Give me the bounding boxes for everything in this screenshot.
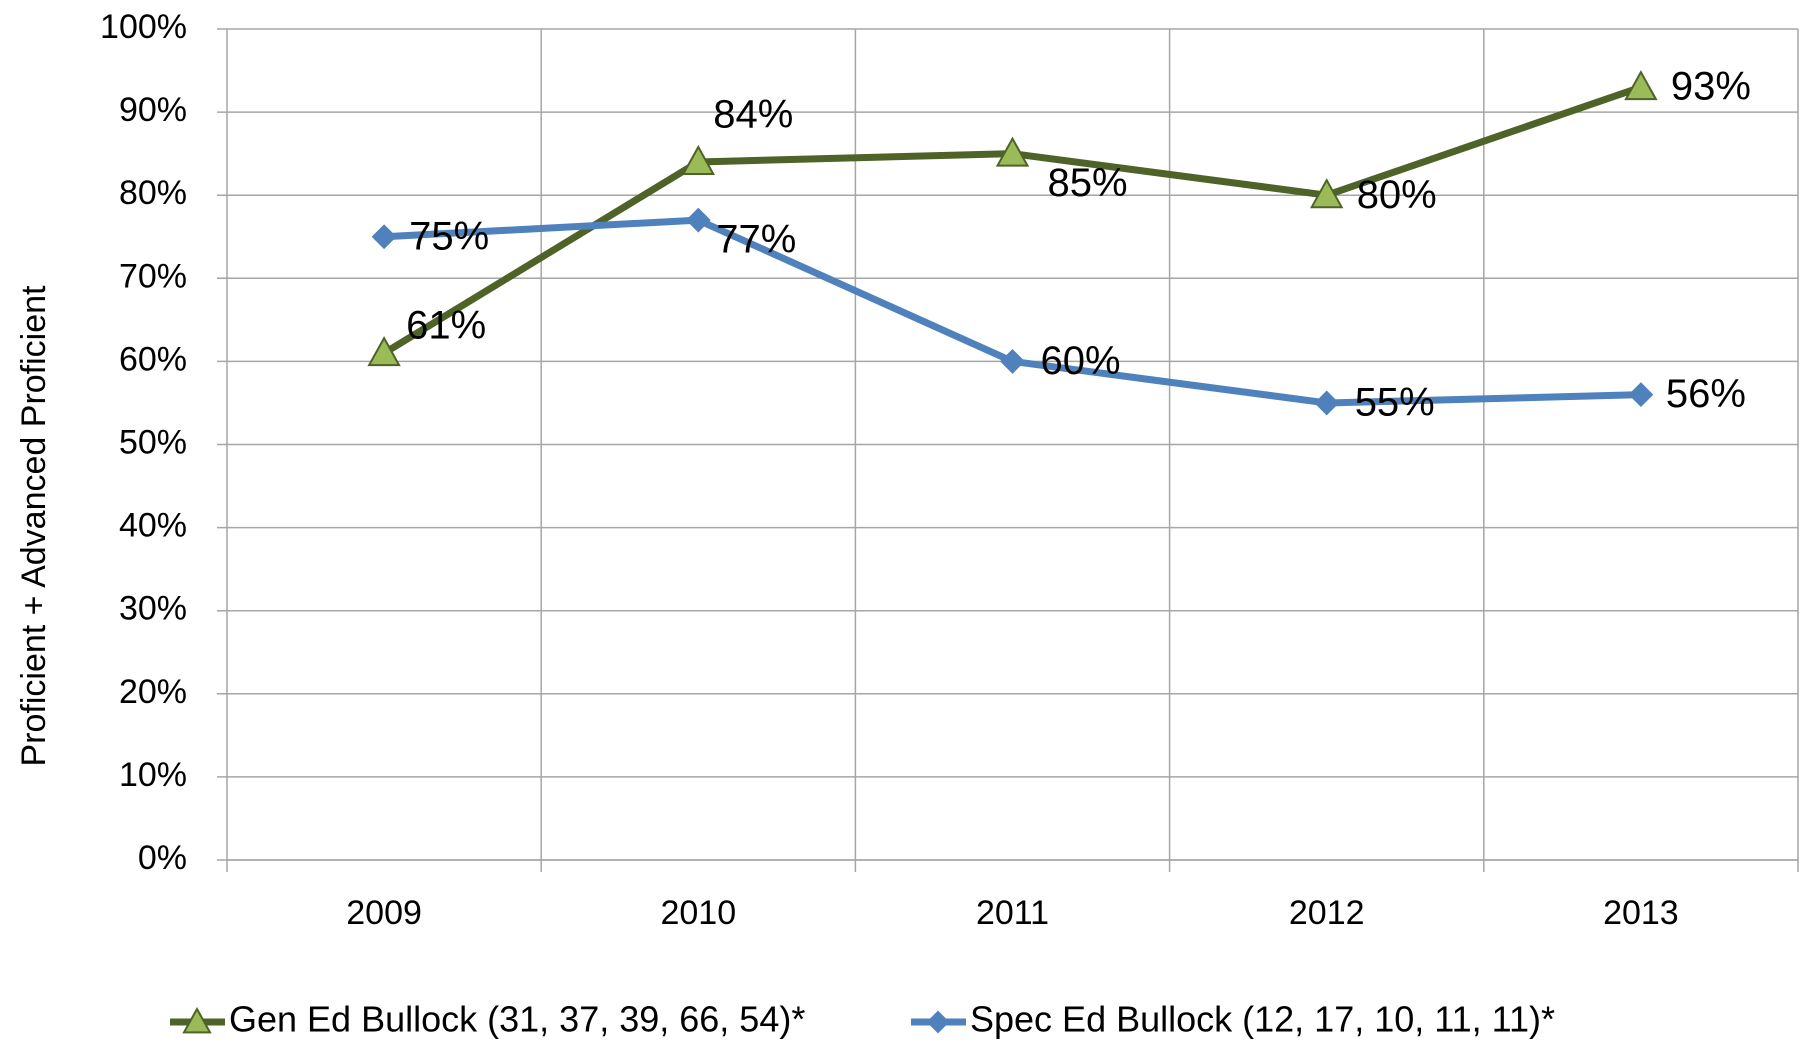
- marker: [681, 144, 715, 175]
- legend-marker: [182, 1006, 212, 1034]
- x-tick-label: 2012: [1289, 894, 1365, 932]
- marker: [995, 136, 1030, 167]
- y-tick-label: 30%: [119, 590, 187, 628]
- data-label: 84%: [713, 93, 793, 137]
- marker: [1628, 382, 1654, 408]
- legend-label: Spec Ed Bullock (12, 17, 10, 11, 11)*: [970, 999, 1555, 1040]
- marker: [1310, 178, 1344, 209]
- y-tick-label: 10%: [119, 756, 187, 794]
- marker: [371, 224, 397, 250]
- x-tick-label: 2010: [660, 894, 736, 932]
- legend-marker: [926, 1010, 950, 1034]
- data-label: 93%: [1671, 65, 1751, 109]
- marker: [1624, 70, 1658, 101]
- data-label: 75%: [409, 214, 489, 258]
- y-tick-label: 70%: [119, 257, 187, 295]
- y-tick-label: 50%: [119, 423, 187, 461]
- data-label: 77%: [716, 218, 796, 262]
- x-tick-label: 2009: [346, 894, 422, 932]
- marker: [367, 336, 401, 367]
- marker: [685, 207, 711, 233]
- y-axis-title: Proficient + Advanced Proficient: [15, 285, 53, 767]
- marker: [1314, 390, 1340, 416]
- data-label: 60%: [1041, 339, 1121, 383]
- y-tick-label: 20%: [119, 673, 187, 711]
- legend-label: Gen Ed Bullock (31, 37, 39, 66, 54)*: [229, 999, 805, 1040]
- data-label: 85%: [1048, 161, 1128, 205]
- y-tick-label: 80%: [119, 174, 187, 212]
- data-label: 55%: [1355, 381, 1435, 425]
- series-line: [382, 83, 1643, 357]
- y-tick-label: 60%: [119, 340, 187, 378]
- x-tick-label: 2011: [976, 894, 1049, 932]
- y-tick-label: 90%: [119, 91, 187, 129]
- marker: [1000, 348, 1025, 374]
- y-tick-label: 40%: [119, 507, 187, 545]
- data-label: 80%: [1357, 173, 1437, 217]
- data-label: 56%: [1666, 372, 1746, 416]
- x-tick-label: 2013: [1603, 894, 1679, 932]
- series-line: [383, 216, 1641, 407]
- data-label: 61%: [406, 304, 486, 348]
- y-tick-label: 0%: [138, 839, 187, 877]
- y-tick-label: 100%: [100, 8, 187, 46]
